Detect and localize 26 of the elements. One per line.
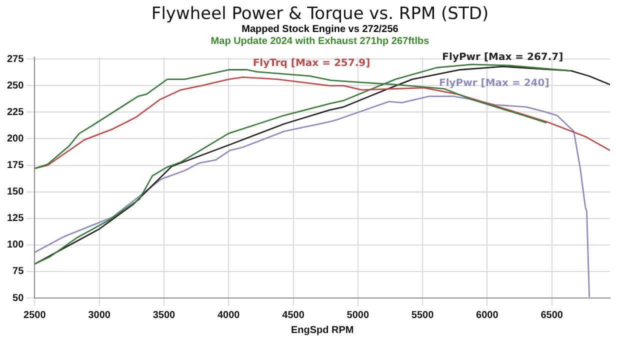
x-tick-label: 3000 bbox=[88, 310, 111, 321]
y-tick-label: 50 bbox=[12, 292, 24, 304]
chart-title: Flywheel Power & Torque vs. RPM (STD) bbox=[150, 4, 490, 24]
series-label: FlyPwr [Max = 267.7] bbox=[442, 52, 564, 64]
y-tick-label: 75 bbox=[12, 266, 24, 278]
x-tick-label: 6000 bbox=[476, 310, 499, 321]
y-tick-label: 100 bbox=[6, 240, 24, 251]
series-label: FlyTrq [Max = 257.9] bbox=[252, 58, 370, 69]
x-tick-label: 3500 bbox=[152, 310, 176, 321]
x-tick-label: 4000 bbox=[217, 310, 240, 321]
x-tick-label: 2500 bbox=[24, 310, 46, 321]
y-tick-label: 175 bbox=[6, 160, 24, 172]
x-tick-label: 4500 bbox=[282, 310, 305, 321]
y-tick-label: 125 bbox=[6, 213, 24, 224]
x-tick-label: 5500 bbox=[411, 310, 434, 321]
x-tick-label: 6500 bbox=[540, 310, 564, 321]
y-tick-label: 150 bbox=[6, 186, 24, 198]
x-tick-label: 5000 bbox=[346, 310, 370, 321]
x-axis-title: EngSpd RPM bbox=[290, 324, 354, 336]
y-tick-label: 250 bbox=[6, 80, 24, 92]
chart-subtitle: Mapped Stock Engine vs 272/256 bbox=[240, 24, 400, 36]
series-label: FlyPwr [Max = 240] bbox=[439, 78, 550, 89]
y-tick-label: 225 bbox=[6, 106, 24, 118]
text: Map Update 2024 with Exhaust 271hp 267ftlbs bbox=[210, 36, 430, 48]
y-tick-label: 200 bbox=[6, 134, 24, 144]
y-tick-label: 275 bbox=[6, 54, 24, 65]
